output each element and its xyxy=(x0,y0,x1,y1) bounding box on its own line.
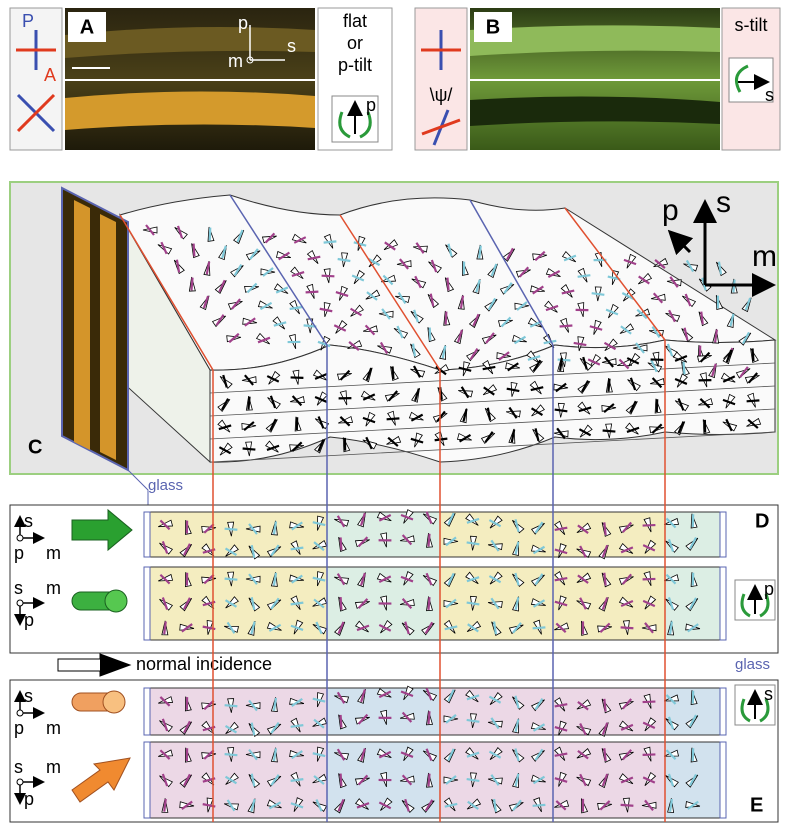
axis-label: s xyxy=(287,36,296,56)
mode-text: flat xyxy=(343,11,367,31)
glass-micrograph xyxy=(62,188,128,470)
axis-label: p xyxy=(24,789,34,809)
beam-head xyxy=(103,691,125,713)
axis-label: m xyxy=(46,718,61,738)
axis-label: p xyxy=(24,610,34,630)
axis-label: s xyxy=(24,511,33,531)
glass-label: glass xyxy=(735,656,770,673)
strips xyxy=(144,686,726,818)
axis-label: m xyxy=(46,543,61,563)
axis-origin xyxy=(17,535,23,541)
glass xyxy=(720,512,726,557)
panel-c: C p s m glass xyxy=(10,182,778,506)
incidence-head xyxy=(100,654,130,676)
axis-label: p xyxy=(238,13,248,33)
icon-label: p xyxy=(366,95,376,115)
glass xyxy=(144,567,150,640)
glass xyxy=(144,742,150,818)
glass xyxy=(720,567,726,640)
axis-label: s xyxy=(14,757,23,777)
axis-label: p xyxy=(662,194,679,227)
normal-incidence: normal incidence glass xyxy=(58,654,770,676)
panel-label: D xyxy=(755,510,769,532)
axis-origin xyxy=(17,710,23,716)
beam-head xyxy=(105,590,127,612)
icon-label: s xyxy=(765,85,774,105)
strips xyxy=(144,510,726,640)
glass xyxy=(144,512,150,557)
mode-text: s-tilt xyxy=(735,15,768,35)
icon-label: s xyxy=(764,684,773,704)
mode-text: or xyxy=(347,33,363,53)
axis-label: m xyxy=(46,757,61,777)
polarizer-label: P xyxy=(22,11,34,31)
leader xyxy=(128,470,148,506)
panel-b: \ψ/ B s-tilt s xyxy=(415,8,780,150)
panel-d: D p xyxy=(10,505,778,653)
axis-label: p xyxy=(14,543,24,563)
axis-label: p xyxy=(14,718,24,738)
panel-label: C xyxy=(28,436,42,458)
incidence-label: normal incidence xyxy=(136,654,272,674)
figure: P A A p s m flat or p-tilt p \ψ/ B s-til… xyxy=(0,0,786,824)
angle-label: \ψ/ xyxy=(430,85,453,105)
mode-text: p-tilt xyxy=(338,55,372,75)
analyzer-label: A xyxy=(44,65,56,85)
panel-label: E xyxy=(750,794,763,816)
panel-a: P A A p s m flat or p-tilt p xyxy=(10,8,392,150)
axis-label: s xyxy=(716,186,731,219)
axis-label: m xyxy=(752,240,777,273)
axis-label: s xyxy=(24,686,33,706)
glass xyxy=(144,688,150,735)
axis-label: s xyxy=(14,578,23,598)
icon-label: p xyxy=(764,579,774,599)
axis-origin xyxy=(17,779,23,785)
stripe xyxy=(65,91,315,130)
axis-origin xyxy=(17,600,23,606)
panel-label: B xyxy=(486,16,500,38)
axis-label: m xyxy=(46,578,61,598)
panel-label: A xyxy=(80,16,94,38)
panel-e: E s xyxy=(10,680,778,822)
glass-label: glass xyxy=(148,477,183,494)
glass xyxy=(720,688,726,735)
glass xyxy=(720,742,726,818)
axis-label: m xyxy=(228,51,243,71)
